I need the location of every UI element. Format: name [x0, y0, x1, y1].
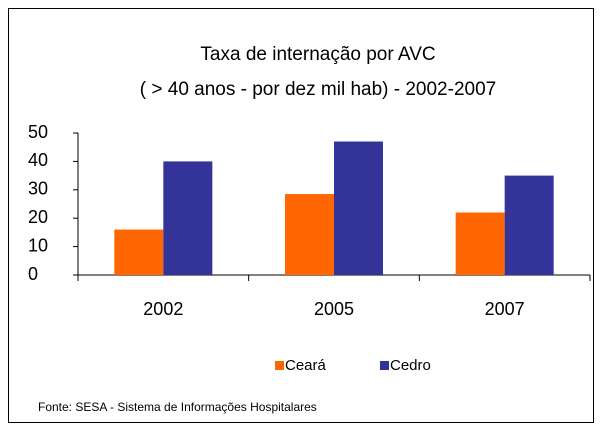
y-tick-label: 50 — [28, 122, 48, 142]
y-tick-label: 20 — [28, 207, 48, 227]
bar — [285, 194, 334, 275]
x-tick-label: 2002 — [143, 299, 183, 319]
bar — [163, 161, 213, 275]
legend-swatch — [380, 361, 389, 370]
x-tick-label: 2005 — [314, 299, 354, 319]
legend-label: Cedro — [390, 357, 431, 374]
bar — [334, 141, 383, 275]
bar — [504, 175, 554, 275]
bar — [114, 229, 164, 275]
source-note: Fonte: SESA - Sistema de Informações Hos… — [38, 400, 317, 414]
chart-subtitle: ( > 40 anos - por dez mil hab) - 2002-20… — [140, 79, 496, 100]
x-tick-label: 2007 — [485, 299, 525, 319]
y-tick-label: 0 — [28, 264, 38, 284]
y-tick-label: 30 — [28, 179, 48, 199]
chart-title: Taxa de internação por AVC — [200, 44, 435, 65]
legend-label: Ceará — [285, 357, 327, 374]
legend-swatch — [275, 361, 284, 370]
bar — [455, 212, 505, 275]
y-tick-label: 10 — [28, 235, 48, 255]
y-tick-label: 40 — [28, 150, 48, 170]
